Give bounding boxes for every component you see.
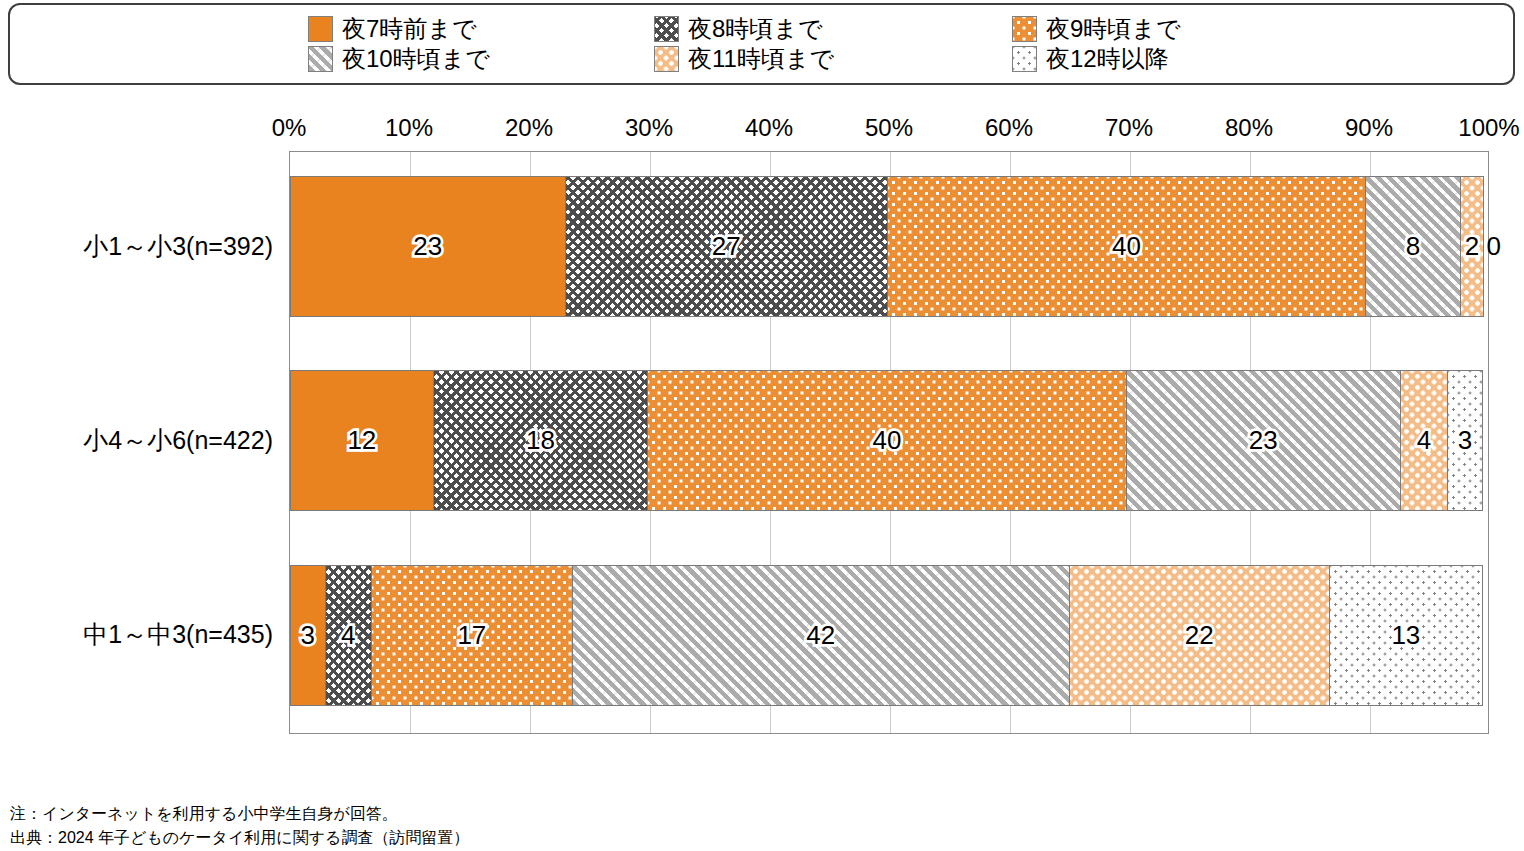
row-label: 小1～小3(n=392) <box>0 230 273 263</box>
segment-value: 23 <box>1249 425 1278 456</box>
legend-swatch-peach-white-dots <box>654 46 679 72</box>
legend-swatch-orange-white-dots <box>1012 16 1037 42</box>
bar-2: 34 17 42 22 13 <box>290 565 1488 706</box>
x-tick-label: 70% <box>1069 114 1189 142</box>
segment-value: 4 <box>1417 425 1431 456</box>
segment-dark-crosshatch: 18 <box>433 370 649 511</box>
segment-dark-crosshatch: 4 <box>325 565 372 706</box>
x-tick-label: 90% <box>1309 114 1429 142</box>
legend-item: 夜10時頃まで <box>308 46 490 72</box>
segment-peach-white-dots: 4 <box>1400 370 1448 511</box>
segment-peach-white-dots: 22 <box>1069 565 1330 706</box>
segment-solid-orange: 12 <box>290 370 434 511</box>
legend-label: 夜12時以降 <box>1046 46 1169 72</box>
legend-label: 夜11時頃まで <box>688 46 834 72</box>
segment-value: 12 <box>347 425 376 456</box>
x-tick-label: 40% <box>709 114 829 142</box>
bar-0: 232740820 <box>290 176 1488 317</box>
legend-swatch-dark-crosshatch <box>654 16 679 42</box>
segment-orange-white-dots: 17 <box>371 565 573 706</box>
x-tick-label: 0% <box>229 114 349 142</box>
segment-white-gray-dots: 13 <box>1329 565 1483 706</box>
segment-orange-white-dots: 40 <box>647 370 1126 511</box>
segment-value: 4 <box>341 620 355 651</box>
segment-value: 40 <box>1112 231 1141 262</box>
plot-area: 23274082012184023433417422213 <box>289 151 1489 734</box>
segment-gray-diagonal: 23 <box>1126 370 1402 511</box>
segment-value: 13 <box>1391 620 1420 651</box>
row-label: 小4～小6(n=422) <box>0 424 273 457</box>
segment-orange-white-dots: 40 <box>887 176 1366 317</box>
legend-item: 夜9時頃まで <box>1012 16 1180 42</box>
legend-label: 夜10時頃まで <box>342 46 490 72</box>
segment-value-outside: 0 <box>1487 231 1501 262</box>
x-tick-label: 20% <box>469 114 589 142</box>
segment-value: 40 <box>873 425 902 456</box>
x-tick-label: 80% <box>1189 114 1309 142</box>
x-tick-label: 10% <box>349 114 469 142</box>
legend-label: 夜9時頃まで <box>1046 16 1180 42</box>
x-tick-label: 30% <box>589 114 709 142</box>
chart: 夜7時前まで 夜8時頃まで 夜9時頃まで夜10時頃まで 夜11時頃まで 夜12時以降 0… <box>0 0 1524 851</box>
segment-value: 17 <box>457 620 486 651</box>
segment-white-gray-dots: 3 <box>1447 370 1483 511</box>
note-line2: 出典：2024 年子どものケータイ利用に関する調査（訪問留置） <box>10 828 469 849</box>
legend-item: 夜8時頃まで <box>654 16 822 42</box>
segment-solid-orange: 23 <box>290 176 566 317</box>
legend-item: 夜12時以降 <box>1012 46 1169 72</box>
legend-item: 夜7時前まで <box>308 16 476 42</box>
segment-value: 27 <box>712 231 741 262</box>
segment-peach-white-dots: 2 <box>1460 176 1484 317</box>
segment-value: 8 <box>1406 231 1420 262</box>
segment-value: 23 <box>413 231 442 262</box>
note-line1: 注：インターネットを利用する小中学生自身が回答。 <box>10 804 398 825</box>
legend: 夜7時前まで 夜8時頃まで 夜9時頃まで夜10時頃まで 夜11時頃まで 夜12時以降 <box>8 3 1515 85</box>
segment-value: 22 <box>1185 620 1214 651</box>
segment-gray-diagonal: 42 <box>572 565 1070 706</box>
bar-1: 12 18 40 23 43 <box>290 370 1488 511</box>
legend-item: 夜11時頃まで <box>654 46 834 72</box>
x-tick-label: 100% <box>1429 114 1524 142</box>
segment-value: 2 <box>1465 231 1479 262</box>
legend-label: 夜7時前まで <box>342 16 476 42</box>
segment-gray-diagonal: 8 <box>1365 176 1461 317</box>
legend-label: 夜8時頃まで <box>688 16 822 42</box>
segment-dark-crosshatch: 27 <box>565 176 888 317</box>
x-tick-label: 50% <box>829 114 949 142</box>
segment-solid-orange: 3 <box>290 565 326 706</box>
segment-value: 18 <box>526 425 555 456</box>
legend-swatch-solid-orange <box>308 16 333 42</box>
legend-swatch-gray-diagonal <box>308 46 333 72</box>
segment-value: 42 <box>806 620 835 651</box>
segment-value: 3 <box>301 620 315 651</box>
legend-swatch-white-gray-dots <box>1012 46 1037 72</box>
segment-value: 3 <box>1458 425 1472 456</box>
row-label: 中1～中3(n=435) <box>0 618 273 651</box>
x-tick-label: 60% <box>949 114 1069 142</box>
